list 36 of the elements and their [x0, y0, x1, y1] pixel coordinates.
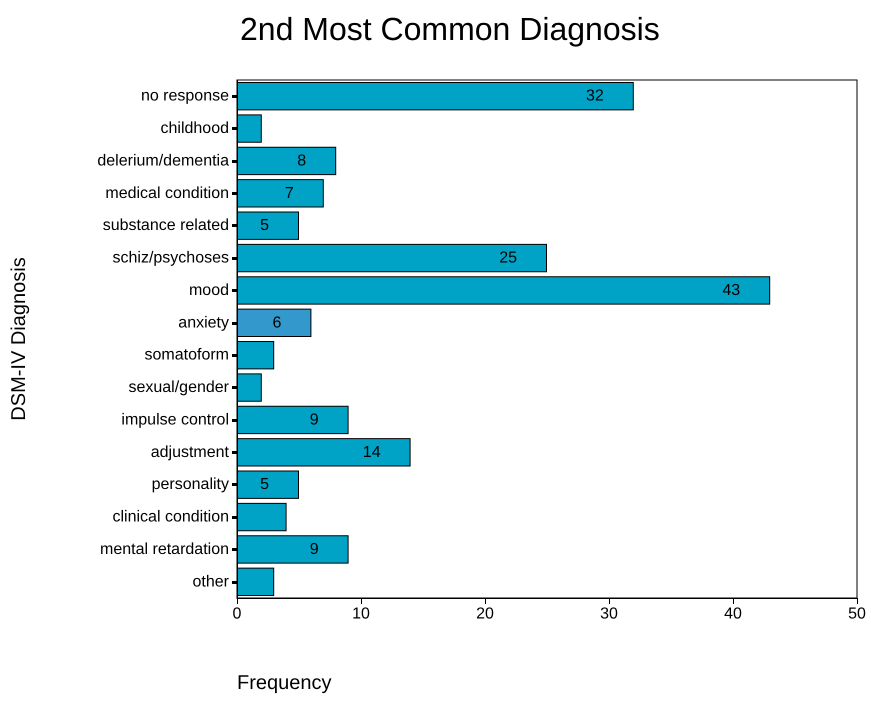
y-tick-label: somatoform — [144, 346, 229, 364]
data-label: 6 — [272, 314, 282, 332]
data-label: 8 — [297, 152, 306, 170]
data-label: 14 — [362, 444, 381, 461]
y-tick-label: schiz/psychoses — [112, 250, 229, 267]
x-tick-label: 10 — [352, 606, 370, 622]
data-label: 5 — [260, 476, 270, 494]
y-tick-label: other — [192, 573, 230, 590]
y-tick-label: mood — [188, 282, 229, 299]
y-tick-label: clinical condition — [112, 508, 229, 526]
y-tick-label: delerium/dementia — [97, 152, 230, 170]
data-label: 9 — [310, 540, 319, 558]
data-label: 25 — [499, 250, 518, 267]
y-tick-label: mental retardation — [100, 540, 229, 558]
data-label: 5 — [260, 217, 270, 234]
chart-title: 2nd Most Common Diagnosis — [240, 11, 660, 47]
data-label: 9 — [310, 411, 319, 428]
y-tick-label: substance related — [102, 217, 229, 234]
data-label: 7 — [284, 184, 294, 202]
y-tick-label: adjustment — [150, 444, 230, 461]
y-tick-label: anxiety — [178, 314, 229, 332]
y-axis-title: DSM-IV Diagnosis — [8, 257, 30, 421]
y-tick-label: impulse control — [121, 411, 229, 428]
x-tick-label: 0 — [232, 606, 242, 622]
data-label: 32 — [586, 88, 604, 105]
y-tick-label: childhood — [160, 120, 229, 138]
data-label: 43 — [722, 282, 740, 299]
x-axis-title: Frequency — [237, 672, 332, 694]
x-tick-label: 50 — [848, 606, 866, 622]
x-tick-label: 40 — [724, 606, 742, 622]
x-tick-label: 30 — [600, 606, 618, 622]
y-tick-label: personality — [152, 476, 229, 494]
y-tick-label: sexual/gender — [128, 379, 230, 396]
y-tick-label: medical condition — [105, 184, 229, 202]
x-tick-label: 20 — [476, 606, 494, 622]
y-tick-label: no response — [140, 88, 230, 105]
